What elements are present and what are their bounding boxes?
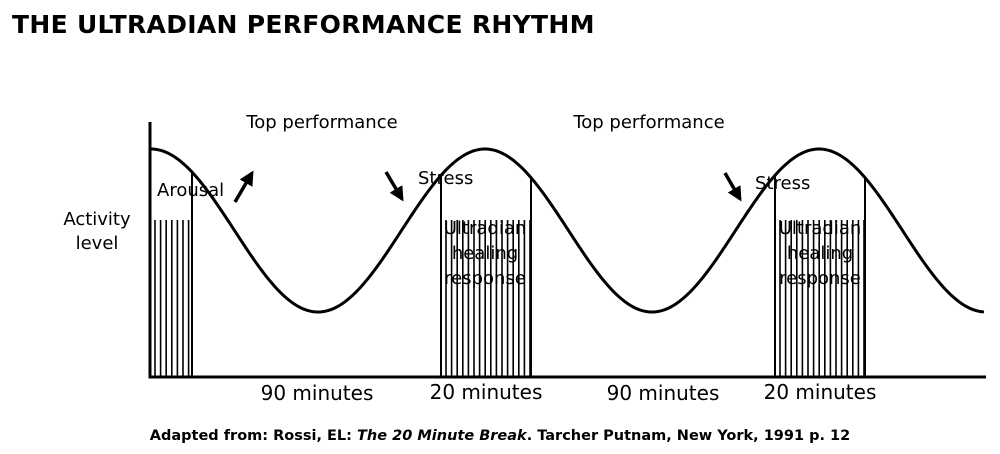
hatch-region-trough-2 (779, 220, 865, 377)
arousal-label: Arousal (157, 180, 224, 201)
stress-label-2: Stress (755, 173, 810, 194)
peak-label-1: Top performance (245, 112, 397, 133)
healing-label-2-line-3: response (779, 268, 861, 289)
diagram-title: THE ULTRADIAN PERFORMANCE RHYTHM (12, 10, 595, 39)
duration-label-1: 90 minutes (261, 381, 374, 405)
healing-label-1-line-3: response (444, 268, 526, 289)
peak-label-2: Top performance (572, 112, 724, 133)
source-caption: Adapted from: Rossi, EL: The 20 Minute B… (0, 428, 1000, 444)
arousal-arrow-icon (233, 170, 254, 203)
healing-label-2-line-2: healing (787, 243, 853, 264)
rhythm-curve (150, 147, 985, 314)
hatch-region-start (154, 220, 190, 377)
hatch-region-trough-1 (445, 220, 531, 377)
stress-arrow-icon-2 (723, 172, 742, 202)
duration-label-3: 90 minutes (607, 381, 720, 405)
healing-label-1-line-2: healing (452, 243, 518, 264)
healing-label-1-line-1: Ultradian (444, 218, 527, 239)
duration-label-4: 20 minutes (764, 380, 877, 404)
stress-arrow-icon-1 (384, 171, 404, 202)
y-axis-label-line-1: Activity (63, 209, 131, 230)
stress-label-1: Stress (418, 168, 473, 189)
caption-suffix: . Tarcher Putnam, New York, 1991 p. 12 (526, 428, 851, 444)
healing-label-2-line-1: Ultradian (779, 218, 862, 239)
caption-book-title: The 20 Minute Break (357, 428, 527, 444)
caption-prefix: Adapted from: Rossi, EL: (149, 428, 358, 444)
duration-label-2: 20 minutes (430, 380, 543, 404)
y-axis-label-line-2: level (76, 233, 119, 254)
